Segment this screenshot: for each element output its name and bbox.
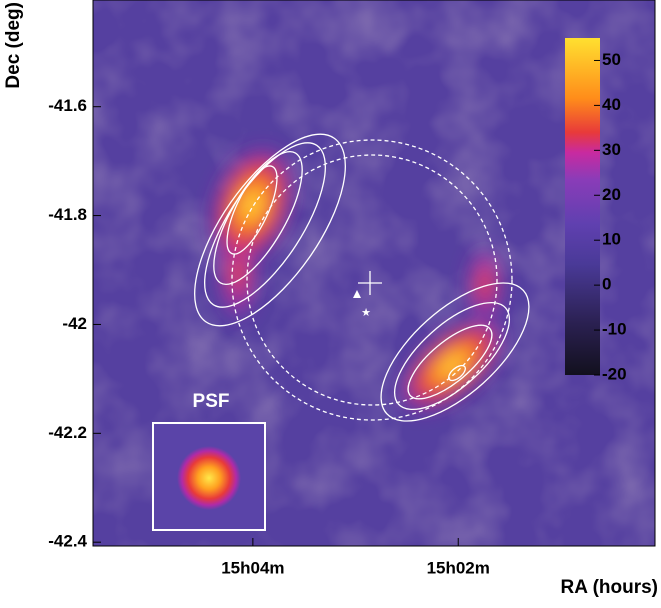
sky-image: ★ PSF	[93, 0, 655, 546]
colorbar-tick-label: 20	[602, 185, 621, 204]
colorbar	[565, 38, 600, 375]
plot-frame	[92, 0, 656, 547]
psf-label: PSF	[193, 391, 230, 412]
y-tick-label: -42.4	[48, 532, 87, 551]
y-tick-label: -42	[62, 314, 87, 333]
colorbar-tick-label: -20	[602, 364, 627, 383]
colorbar-tick-label: 30	[602, 140, 621, 159]
colorbar-tick-label: 10	[602, 230, 621, 249]
colorbar-tick-label: -10	[602, 320, 627, 339]
x-tick-label: 15h04m	[221, 558, 284, 577]
y-tick-label: -41.8	[48, 205, 87, 224]
x-axis-label: RA (hours)	[561, 577, 658, 598]
star-marker: ★	[361, 307, 371, 319]
contours	[194, 133, 530, 422]
colorbar-tick-label: 50	[602, 50, 621, 69]
triangle-marker	[353, 290, 361, 298]
x-tick-label: 15h02m	[427, 558, 490, 577]
colorbar-tick-label: 40	[602, 95, 621, 114]
psf-blob	[177, 446, 241, 510]
y-tick-label: -42.2	[48, 423, 87, 442]
y-tick-label: -41.6	[48, 96, 87, 115]
center-cross	[358, 271, 382, 295]
colorbar-tick-label: 0	[602, 275, 611, 294]
y-axis-label: Dec (deg)	[3, 2, 24, 89]
